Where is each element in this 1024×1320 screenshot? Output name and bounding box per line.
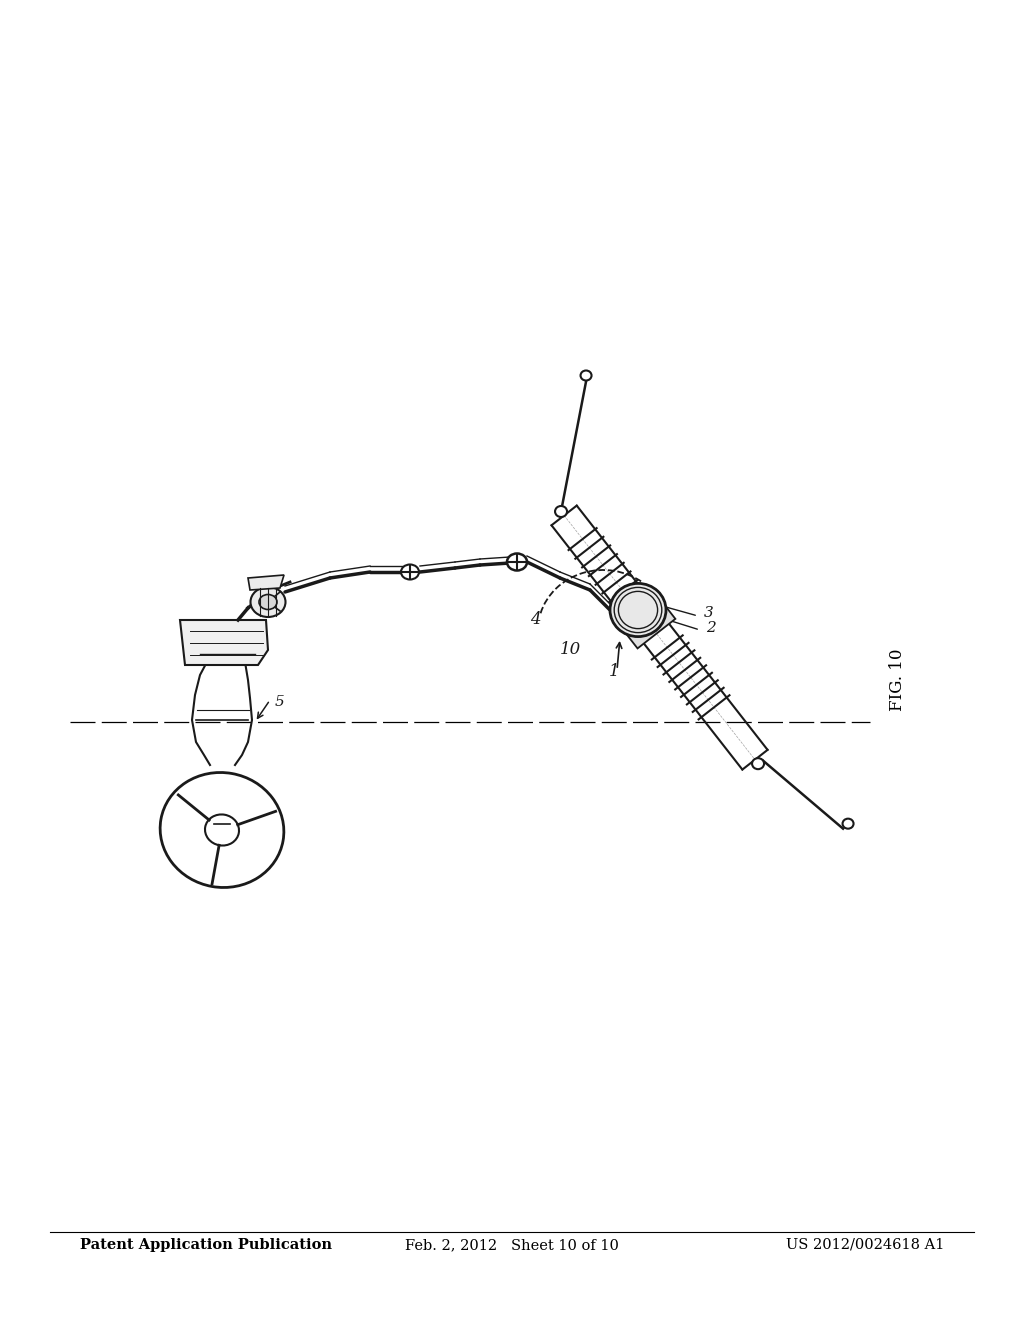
Text: Patent Application Publication: Patent Application Publication <box>80 1238 332 1251</box>
Ellipse shape <box>259 594 278 610</box>
Ellipse shape <box>555 506 567 517</box>
Ellipse shape <box>401 565 419 579</box>
Ellipse shape <box>752 758 764 770</box>
Text: 10: 10 <box>559 642 581 659</box>
Polygon shape <box>180 620 268 665</box>
Text: 1: 1 <box>608 663 620 680</box>
Polygon shape <box>248 576 284 590</box>
Ellipse shape <box>507 553 527 570</box>
Text: US 2012/0024618 A1: US 2012/0024618 A1 <box>785 1238 944 1251</box>
Ellipse shape <box>581 371 592 380</box>
Text: FIG. 10: FIG. 10 <box>890 648 906 711</box>
Text: Feb. 2, 2012   Sheet 10 of 10: Feb. 2, 2012 Sheet 10 of 10 <box>406 1238 618 1251</box>
Polygon shape <box>620 595 676 648</box>
Text: 5: 5 <box>275 696 285 709</box>
Ellipse shape <box>843 818 854 829</box>
Text: 2: 2 <box>706 620 716 635</box>
Text: 4: 4 <box>529 611 541 628</box>
Ellipse shape <box>610 583 666 636</box>
Text: 3: 3 <box>705 606 714 620</box>
Ellipse shape <box>251 587 286 616</box>
